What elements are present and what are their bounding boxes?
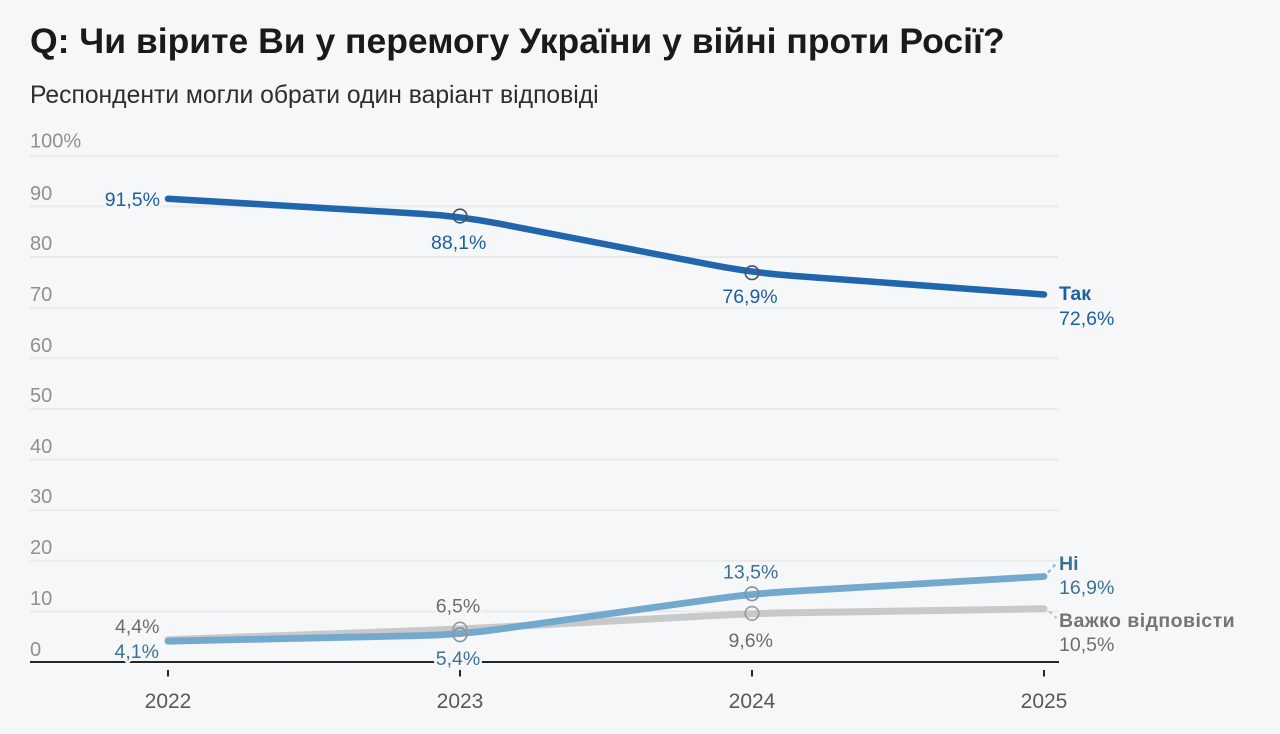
svg-text:0: 0: [30, 639, 41, 661]
svg-text:2025: 2025: [1021, 690, 1068, 713]
svg-text:76,9%: 76,9%: [722, 286, 777, 308]
svg-text:72,6%: 72,6%: [1059, 308, 1114, 330]
svg-text:13,5%: 13,5%: [723, 562, 778, 584]
svg-text:9,6%: 9,6%: [728, 630, 772, 652]
svg-text:4,4%: 4,4%: [115, 616, 159, 638]
svg-text:88,1%: 88,1%: [431, 232, 486, 254]
svg-text:10: 10: [30, 588, 52, 610]
svg-text:91,5%: 91,5%: [105, 189, 160, 211]
svg-text:16,9%: 16,9%: [1059, 577, 1114, 599]
svg-text:4,1%: 4,1%: [115, 641, 159, 663]
svg-text:Важко відповісти: Важко відповісти: [1059, 610, 1235, 632]
svg-text:Так: Так: [1059, 283, 1091, 305]
svg-text:6,5%: 6,5%: [436, 596, 480, 618]
svg-text:100%: 100%: [30, 131, 81, 153]
svg-text:90: 90: [30, 183, 52, 205]
svg-text:80: 80: [30, 233, 52, 255]
svg-text:Ні: Ні: [1059, 553, 1079, 575]
svg-text:Респонденти могли обрати один: Респонденти могли обрати один варіант ві…: [30, 82, 599, 109]
svg-text:Q: Чи вірите Ви у перемогу Укр: Q: Чи вірите Ви у перемогу України у вій…: [30, 21, 1005, 61]
svg-text:40: 40: [30, 436, 52, 458]
svg-text:50: 50: [30, 385, 52, 407]
svg-text:10,5%: 10,5%: [1059, 634, 1114, 656]
svg-text:60: 60: [30, 335, 52, 357]
svg-text:5,4%: 5,4%: [436, 648, 480, 670]
svg-text:30: 30: [30, 486, 52, 508]
svg-text:70: 70: [30, 284, 52, 306]
svg-text:2023: 2023: [437, 690, 484, 713]
svg-text:20: 20: [30, 537, 52, 559]
svg-text:2022: 2022: [145, 690, 192, 713]
svg-text:2024: 2024: [729, 690, 776, 713]
